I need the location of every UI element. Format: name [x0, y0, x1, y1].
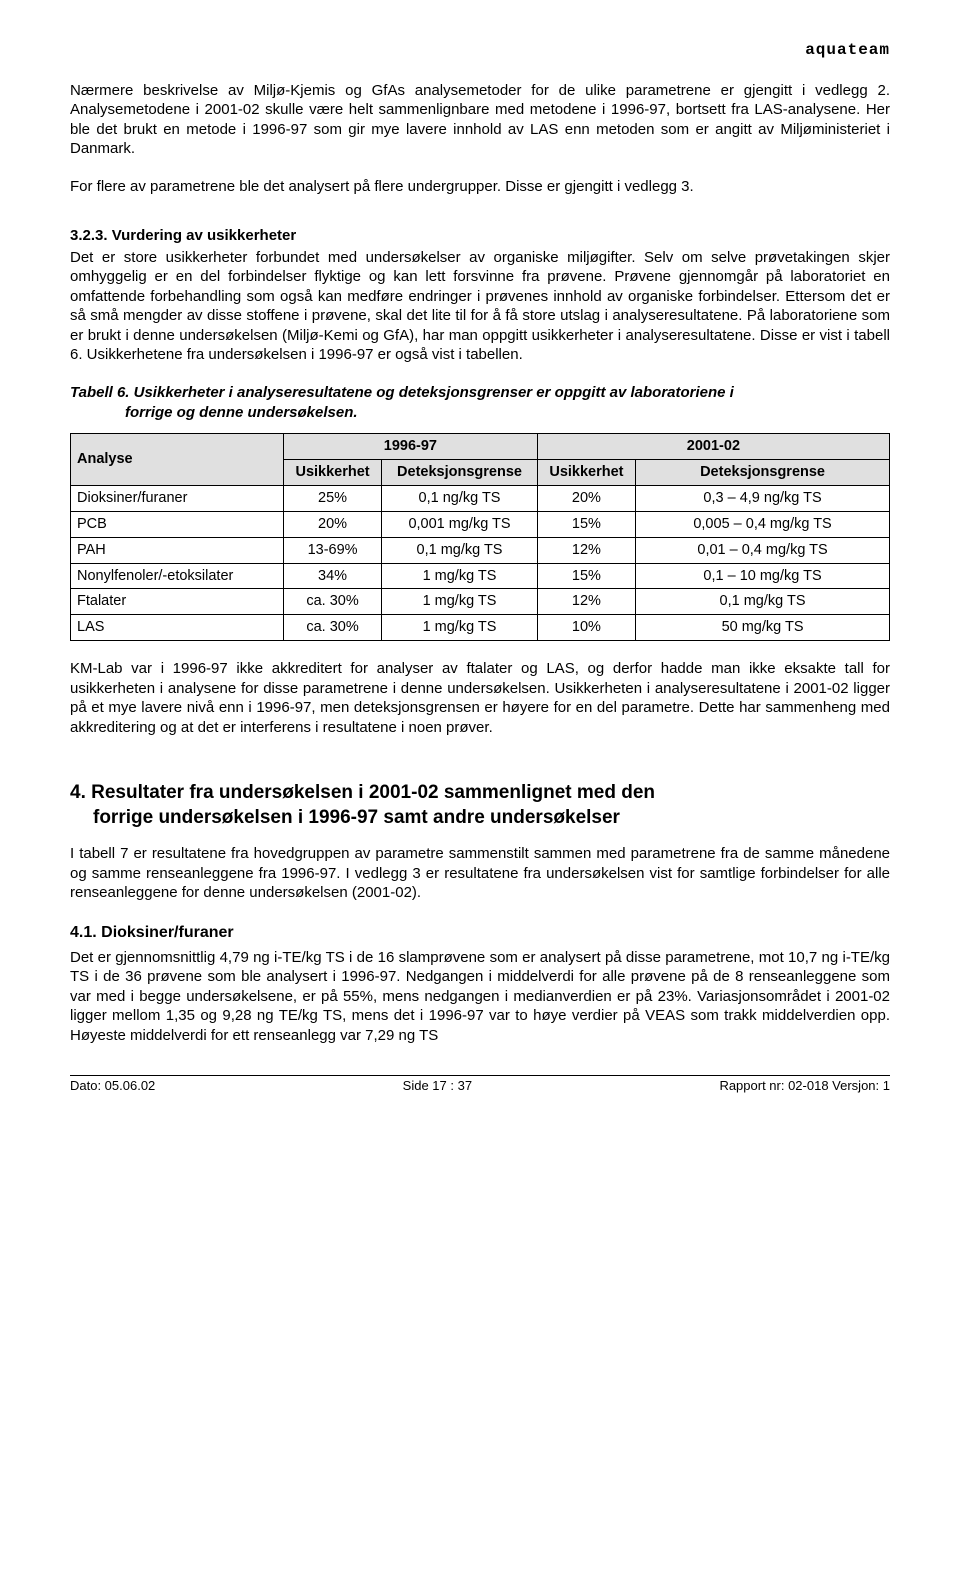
- table-cell: 0,1 mg/kg TS: [636, 589, 890, 615]
- table-6: Analyse 1996-97 2001-02 Usikkerhet Detek…: [70, 433, 890, 641]
- table-caption-line1: Tabell 6. Usikkerheter i analyseresultat…: [70, 384, 734, 401]
- table-cell: 25%: [283, 485, 381, 511]
- paragraph-after-table: KM-Lab var i 1996-97 ikke akkreditert fo…: [70, 659, 890, 737]
- heading-4-num: 4.: [70, 782, 86, 803]
- table-row: Nonylfenoler/-etoksilater34%1 mg/kg TS15…: [71, 563, 890, 589]
- table-cell: LAS: [71, 615, 284, 641]
- table-cell: Ftalater: [71, 589, 284, 615]
- page-footer: Dato: 05.06.02 Side 17 : 37 Rapport nr: …: [70, 1078, 890, 1095]
- table-cell: 0,1 – 10 mg/kg TS: [636, 563, 890, 589]
- table-cell: 0,01 – 0,4 mg/kg TS: [636, 537, 890, 563]
- heading-4: 4. Resultater fra undersøkelsen i 2001-0…: [70, 781, 890, 830]
- brand-logo: aquateam: [70, 40, 890, 61]
- table-cell: 0,001 mg/kg TS: [382, 511, 538, 537]
- th-d1: Deteksjonsgrense: [382, 460, 538, 486]
- table-cell: 50 mg/kg TS: [636, 615, 890, 641]
- footer-separator: [70, 1075, 890, 1076]
- th-u2: Usikkerhet: [537, 460, 635, 486]
- table-cell: 13-69%: [283, 537, 381, 563]
- table-cell: ca. 30%: [283, 615, 381, 641]
- heading-4-line2: forrige undersøkelsen i 1996-97 samt and…: [70, 806, 890, 831]
- table-cell: 10%: [537, 615, 635, 641]
- table-header-row-1: Analyse 1996-97 2001-02: [71, 434, 890, 460]
- table-cell: 20%: [283, 511, 381, 537]
- table-cell: 1 mg/kg TS: [382, 563, 538, 589]
- th-u1: Usikkerhet: [283, 460, 381, 486]
- th-d2: Deteksjonsgrense: [636, 460, 890, 486]
- table-cell: Dioksiner/furaner: [71, 485, 284, 511]
- paragraph-section-4: I tabell 7 er resultatene fra hovedgrupp…: [70, 844, 890, 903]
- table-row: LASca. 30%1 mg/kg TS10%50 mg/kg TS: [71, 615, 890, 641]
- paragraph-intro-1: Nærmere beskrivelse av Miljø-Kjemis og G…: [70, 81, 890, 159]
- table-cell: PCB: [71, 511, 284, 537]
- footer-date: Dato: 05.06.02: [70, 1078, 155, 1095]
- table-cell: 0,1 mg/kg TS: [382, 537, 538, 563]
- table-row: Dioksiner/furaner25%0,1 ng/kg TS20%0,3 –…: [71, 485, 890, 511]
- table-6-caption: Tabell 6. Usikkerheter i analyseresultat…: [70, 383, 890, 424]
- th-period-2: 2001-02: [537, 434, 889, 460]
- th-period-1: 1996-97: [283, 434, 537, 460]
- footer-report: Rapport nr: 02-018 Versjon: 1: [719, 1078, 890, 1095]
- heading-3-2-3: 3.2.3. Vurdering av usikkerheter: [70, 226, 890, 246]
- table-row: PCB20%0,001 mg/kg TS15%0,005 – 0,4 mg/kg…: [71, 511, 890, 537]
- table-cell: 1 mg/kg TS: [382, 615, 538, 641]
- paragraph-uncertainty: Det er store usikkerheter forbundet med …: [70, 248, 890, 365]
- heading-4-line1: Resultater fra undersøkelsen i 2001-02 s…: [91, 782, 655, 803]
- table-cell: 12%: [537, 537, 635, 563]
- heading-4-1: 4.1. Dioksiner/furaner: [70, 923, 890, 944]
- table-row: PAH13-69%0,1 mg/kg TS12%0,01 – 0,4 mg/kg…: [71, 537, 890, 563]
- table-cell: 15%: [537, 563, 635, 589]
- table-cell: 0,1 ng/kg TS: [382, 485, 538, 511]
- table-cell: PAH: [71, 537, 284, 563]
- paragraph-4-1: Det er gjennomsnittlig 4,79 ng i-TE/kg T…: [70, 948, 890, 1046]
- table-cell: 0,005 – 0,4 mg/kg TS: [636, 511, 890, 537]
- paragraph-intro-2: For flere av parametrene ble det analyse…: [70, 177, 890, 197]
- table-cell: 15%: [537, 511, 635, 537]
- table-row: Ftalaterca. 30%1 mg/kg TS12%0,1 mg/kg TS: [71, 589, 890, 615]
- footer-page: Side 17 : 37: [403, 1078, 472, 1095]
- th-analyse: Analyse: [71, 434, 284, 486]
- table-cell: 20%: [537, 485, 635, 511]
- table-body: Dioksiner/furaner25%0,1 ng/kg TS20%0,3 –…: [71, 485, 890, 640]
- table-cell: 12%: [537, 589, 635, 615]
- table-cell: 0,3 – 4,9 ng/kg TS: [636, 485, 890, 511]
- table-cell: 34%: [283, 563, 381, 589]
- table-cell: ca. 30%: [283, 589, 381, 615]
- table-caption-line2: forrige og denne undersøkelsen.: [70, 403, 890, 423]
- table-cell: Nonylfenoler/-etoksilater: [71, 563, 284, 589]
- table-cell: 1 mg/kg TS: [382, 589, 538, 615]
